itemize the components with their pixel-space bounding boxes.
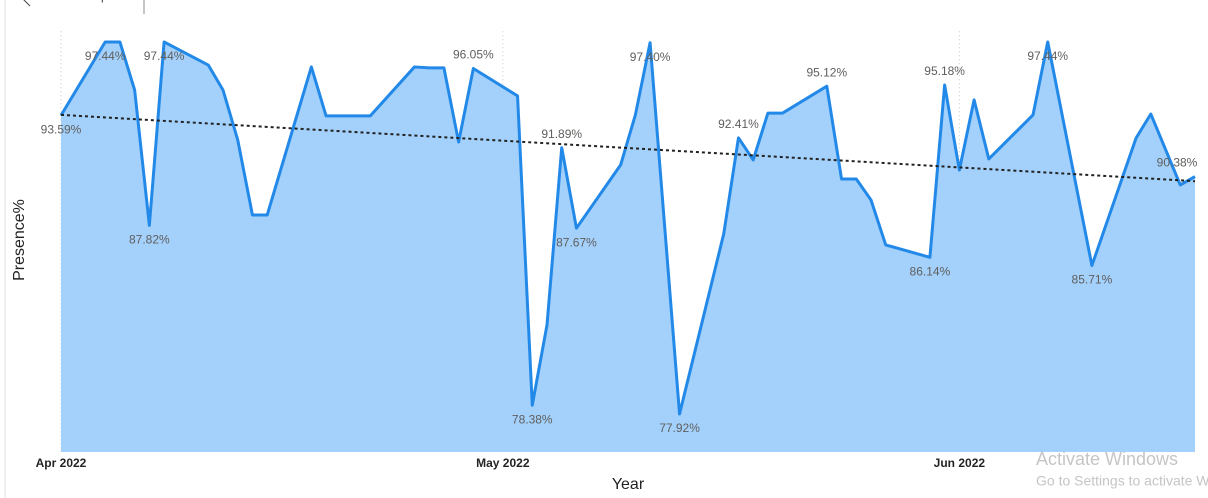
line	[59, 40, 1196, 416]
data-label: 97.44%	[1027, 49, 1068, 63]
data-label: 87.67%	[556, 235, 597, 249]
data-label: 97.40%	[630, 50, 671, 64]
x-tick-label: Apr 2022	[36, 456, 87, 470]
data-label: 86.14%	[910, 265, 951, 279]
watermark-title: Activate Windows	[1036, 449, 1178, 469]
watermark-subtitle: Go to Settings to activate Windows.	[1036, 473, 1208, 489]
data-label: 92.41%	[718, 117, 759, 131]
data-label: 85.71%	[1072, 273, 1113, 287]
data-label: 78.38%	[512, 412, 553, 426]
visual-title: PRESENCE% BY DATE	[160, 0, 292, 3]
x-axis-title: Year	[612, 476, 645, 493]
x-tick-label: Jun 2022	[934, 456, 986, 470]
data-label: 90.38%	[1157, 156, 1198, 170]
y-axis-title: Presence%	[11, 199, 28, 281]
data-label: 91.89%	[541, 127, 582, 141]
back-link[interactable]: Back to report	[47, 0, 122, 3]
data-label: 95.18%	[924, 64, 965, 78]
area-fill	[61, 41, 1195, 453]
data-label: 96.05%	[453, 48, 494, 62]
data-label: 97.44%	[144, 49, 185, 63]
data-label: 93.59%	[41, 123, 82, 137]
x-tick-label: May 2022	[476, 456, 530, 470]
data-label: 95.12%	[806, 65, 847, 79]
data-label: 77.92%	[659, 421, 700, 435]
data-label: 87.82%	[129, 232, 170, 246]
data-label: 97.44%	[85, 49, 126, 63]
back-icon	[23, 0, 31, 7]
